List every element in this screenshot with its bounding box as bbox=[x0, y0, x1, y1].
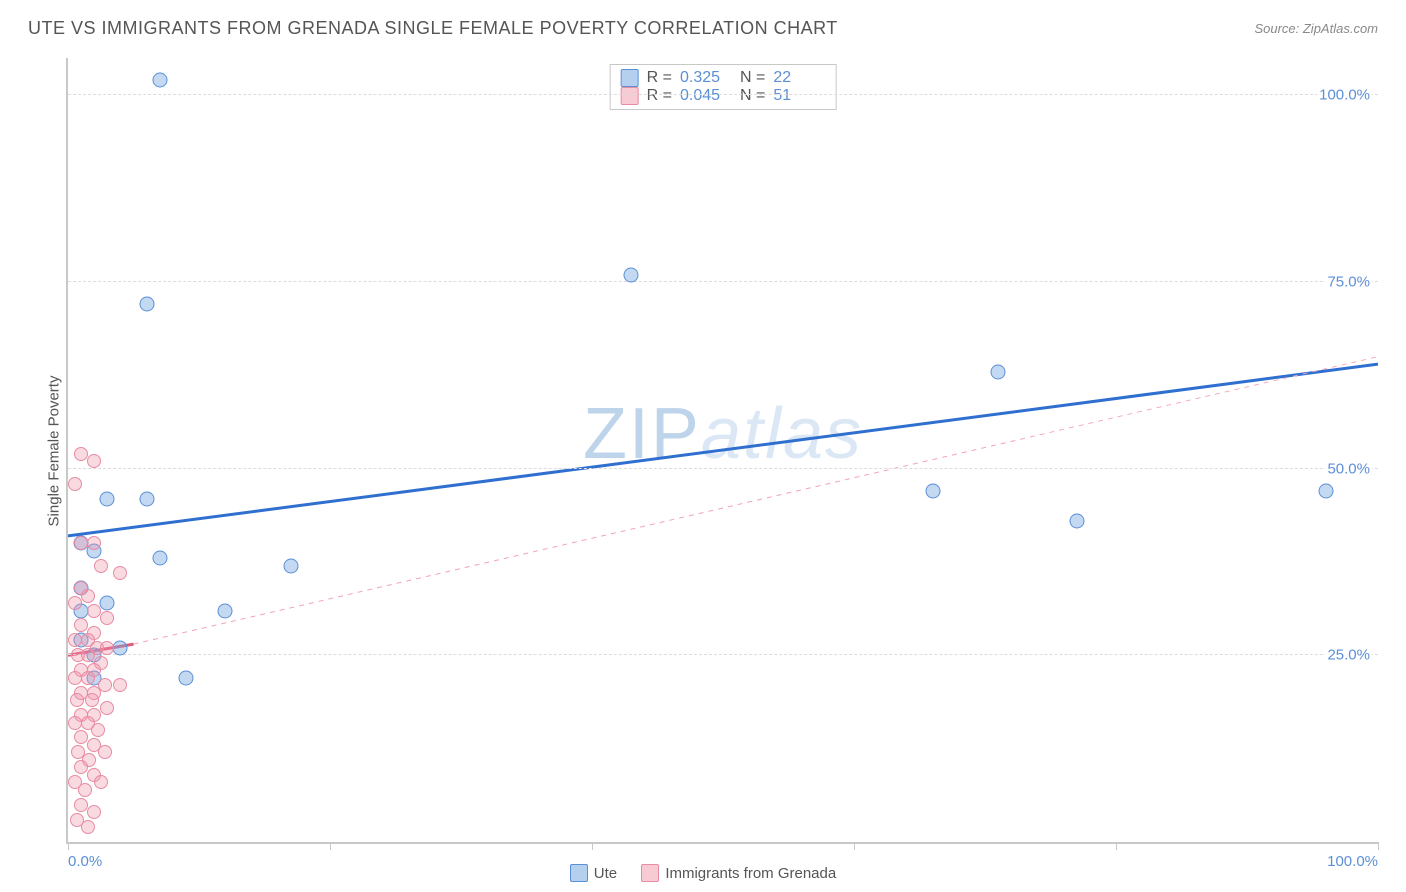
data-point bbox=[1318, 484, 1333, 499]
data-point bbox=[74, 618, 88, 632]
stats-row-grenada: R = 0.045 N = 51 bbox=[621, 87, 826, 105]
y-tick-label: 25.0% bbox=[1325, 647, 1372, 664]
stats-legend: R = 0.325 N = 22 R = 0.045 N = 51 bbox=[610, 64, 837, 110]
data-point bbox=[74, 760, 88, 774]
y-axis-label: Single Female Poverty bbox=[46, 376, 63, 527]
data-point bbox=[283, 558, 298, 573]
n-value-grenada: 51 bbox=[773, 87, 825, 105]
data-point bbox=[68, 596, 82, 610]
x-tick bbox=[330, 842, 331, 850]
data-point bbox=[74, 447, 88, 461]
data-point bbox=[113, 640, 128, 655]
data-point bbox=[152, 73, 167, 88]
swatch-blue-icon bbox=[570, 864, 588, 882]
data-point bbox=[87, 454, 101, 468]
x-tick bbox=[1116, 842, 1117, 850]
n-label: N = bbox=[740, 87, 765, 105]
data-point bbox=[78, 783, 92, 797]
data-point bbox=[70, 693, 84, 707]
data-point bbox=[624, 267, 639, 282]
data-point bbox=[81, 820, 95, 834]
legend-label-ute: Ute bbox=[594, 865, 617, 882]
x-tick bbox=[68, 842, 69, 850]
n-value-ute: 22 bbox=[773, 69, 825, 87]
watermark: ZIPatlas bbox=[583, 393, 863, 475]
swatch-blue-icon bbox=[621, 69, 639, 87]
data-point bbox=[81, 589, 95, 603]
data-point bbox=[81, 671, 95, 685]
data-point bbox=[68, 477, 82, 491]
data-point bbox=[178, 670, 193, 685]
data-point bbox=[81, 648, 95, 662]
legend-item-grenada: Immigrants from Grenada bbox=[641, 864, 836, 882]
bottom-legend: Ute Immigrants from Grenada bbox=[0, 864, 1406, 886]
plot-area: Single Female Poverty ZIPatlas R = 0.325… bbox=[44, 58, 1378, 844]
data-point bbox=[74, 536, 88, 550]
gridline-h bbox=[68, 468, 1378, 469]
data-point bbox=[100, 641, 114, 655]
data-point bbox=[1069, 513, 1084, 528]
chart-title: UTE VS IMMIGRANTS FROM GRENADA SINGLE FE… bbox=[28, 18, 838, 39]
x-tick bbox=[1378, 842, 1379, 850]
x-tick bbox=[592, 842, 593, 850]
y-tick-label: 50.0% bbox=[1325, 460, 1372, 477]
watermark-part1: ZIP bbox=[583, 394, 701, 474]
r-value-grenada: 0.045 bbox=[680, 87, 732, 105]
data-point bbox=[113, 566, 127, 580]
data-point bbox=[113, 678, 127, 692]
data-point bbox=[152, 551, 167, 566]
data-point bbox=[94, 559, 108, 573]
data-point bbox=[991, 364, 1006, 379]
data-point bbox=[85, 693, 99, 707]
swatch-pink-icon bbox=[621, 87, 639, 105]
data-point bbox=[100, 611, 114, 625]
data-point bbox=[98, 745, 112, 759]
data-point bbox=[91, 723, 105, 737]
data-point bbox=[94, 775, 108, 789]
data-point bbox=[68, 633, 82, 647]
trend-lines bbox=[68, 58, 1378, 842]
data-point bbox=[87, 805, 101, 819]
data-point bbox=[139, 297, 154, 312]
legend-label-grenada: Immigrants from Grenada bbox=[665, 865, 836, 882]
data-point bbox=[139, 491, 154, 506]
chart-header: UTE VS IMMIGRANTS FROM GRENADA SINGLE FE… bbox=[0, 0, 1406, 47]
stats-row-ute: R = 0.325 N = 22 bbox=[621, 69, 826, 87]
data-point bbox=[100, 491, 115, 506]
y-tick-label: 100.0% bbox=[1317, 87, 1372, 104]
gridline-h bbox=[68, 94, 1378, 95]
data-point bbox=[74, 798, 88, 812]
data-point bbox=[87, 604, 101, 618]
scatter-chart: ZIPatlas R = 0.325 N = 22 R = 0.045 N = … bbox=[66, 58, 1378, 844]
data-point bbox=[68, 716, 82, 730]
n-label: N = bbox=[740, 69, 765, 87]
data-point bbox=[100, 596, 115, 611]
r-label: R = bbox=[647, 87, 672, 105]
data-point bbox=[74, 730, 88, 744]
x-tick bbox=[854, 842, 855, 850]
watermark-part2: atlas bbox=[701, 394, 863, 474]
r-label: R = bbox=[647, 69, 672, 87]
gridline-h bbox=[68, 281, 1378, 282]
data-point bbox=[925, 484, 940, 499]
y-tick-label: 75.0% bbox=[1325, 274, 1372, 291]
data-point bbox=[218, 603, 233, 618]
data-point bbox=[100, 701, 114, 715]
data-point bbox=[68, 671, 82, 685]
legend-item-ute: Ute bbox=[570, 864, 617, 882]
swatch-pink-icon bbox=[641, 864, 659, 882]
data-point bbox=[87, 536, 101, 550]
gridline-h bbox=[68, 654, 1378, 655]
r-value-ute: 0.325 bbox=[680, 69, 732, 87]
chart-source: Source: ZipAtlas.com bbox=[1254, 21, 1378, 36]
